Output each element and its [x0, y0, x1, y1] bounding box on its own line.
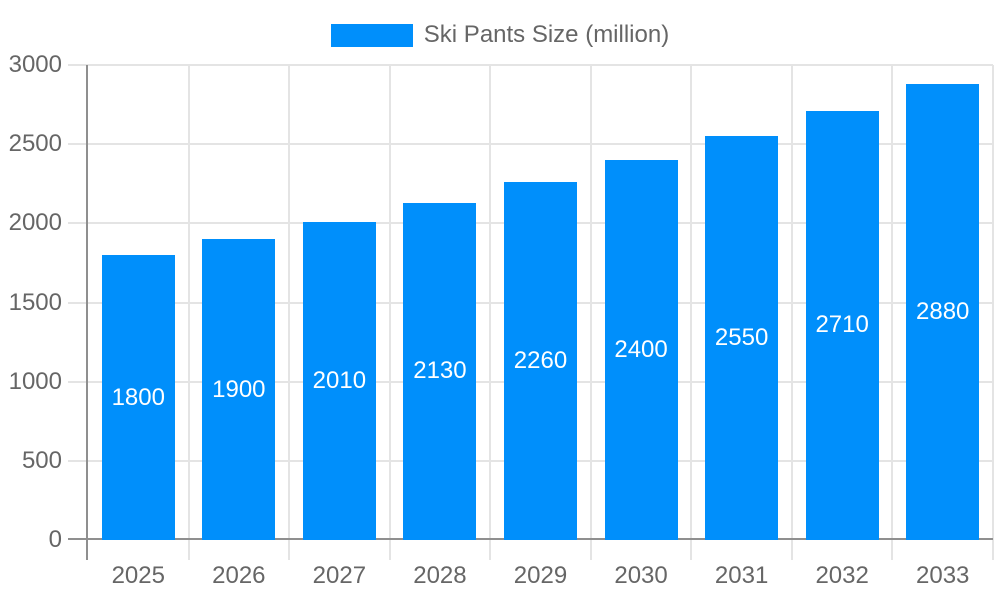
gridline-vertical: [690, 65, 693, 560]
x-axis-tick-label: 2032: [815, 562, 869, 589]
gridline-vertical: [891, 65, 894, 560]
bar[interactable]: [202, 239, 276, 540]
bar[interactable]: [403, 202, 477, 540]
bar-value-label: 1900: [212, 375, 266, 403]
x-axis-tick-label: 2026: [212, 562, 266, 589]
gridline-vertical: [790, 65, 793, 560]
bar[interactable]: [604, 160, 678, 540]
gridline-vertical: [187, 65, 190, 560]
bar-value-label: 2010: [312, 366, 367, 394]
y-axis-tick-label: 0: [48, 526, 62, 553]
gridline-vertical: [388, 65, 391, 560]
legend-color-swatch: [330, 23, 413, 47]
x-axis-tick-label: 2033: [916, 562, 970, 589]
gridline-horizontal: [68, 64, 993, 66]
y-axis-line: [86, 65, 88, 560]
legend: Ski Pants Size (million): [0, 21, 1000, 49]
legend-item-ski-pants-size[interactable]: Ski Pants Size (million): [330, 21, 670, 49]
bar[interactable]: [705, 136, 779, 540]
bar-value-label: 2710: [815, 311, 869, 339]
y-axis-tick-label: 500: [21, 446, 62, 474]
bar-value-label: 2880: [916, 298, 970, 325]
gridline-vertical: [992, 65, 994, 560]
x-axis-tick-label: 2028: [413, 562, 467, 589]
bar-value-label: 2550: [714, 324, 769, 352]
bar-value-label: 2260: [513, 347, 568, 375]
bar[interactable]: [302, 221, 376, 540]
gridline-horizontal: [68, 143, 993, 146]
x-axis-tick-label: 2031: [714, 562, 769, 589]
bar[interactable]: [101, 255, 175, 540]
legend-label: Ski Pants Size (million): [423, 21, 670, 48]
gridline-vertical: [288, 65, 291, 560]
bar[interactable]: [906, 84, 980, 540]
x-axis-tick-label: 2025: [111, 562, 165, 589]
y-axis-tick-label: 2500: [8, 130, 62, 158]
gridline-vertical: [589, 65, 592, 560]
x-axis-tick-label: 2029: [513, 562, 568, 589]
y-axis-tick-label: 2000: [8, 209, 62, 237]
bar-value-label: 2130: [413, 357, 467, 385]
bar-value-label: 1800: [111, 383, 165, 411]
bar-value-label: 2400: [614, 336, 668, 363]
gridline-vertical: [489, 65, 492, 560]
y-axis-tick-label: 1500: [8, 288, 62, 316]
x-axis-tick-label: 2030: [614, 562, 668, 589]
x-axis-tick-label: 2027: [312, 562, 367, 589]
y-axis-tick-label: 1000: [8, 367, 62, 395]
bar[interactable]: [805, 110, 879, 540]
bar[interactable]: [504, 182, 577, 540]
y-axis-tick-label: 3000: [8, 51, 62, 78]
